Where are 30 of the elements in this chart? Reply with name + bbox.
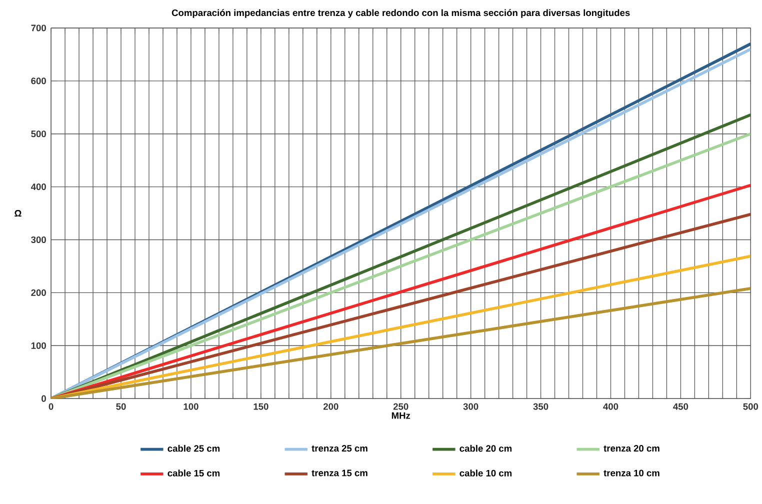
x-tick-label: 350 — [533, 403, 548, 410]
y-axis-title: Ω — [14, 210, 22, 217]
y-tick-label: 500 — [31, 130, 46, 138]
legend-label: trenza 15 cm — [312, 470, 368, 476]
y-tick-label: 300 — [31, 236, 46, 244]
x-tick-label: 200 — [323, 403, 338, 410]
y-tick-label: 200 — [31, 290, 46, 296]
x-tick-label: 450 — [673, 403, 688, 410]
x-tick-label: 100 — [184, 403, 198, 410]
x-axis-title: MHz — [392, 412, 410, 419]
y-tick-label: 400 — [30, 184, 46, 190]
y-tick-label: 100 — [31, 342, 46, 350]
legend-label: cable 25 cm — [168, 445, 220, 452]
x-tick-label: 250 — [393, 403, 408, 410]
x-tick-label: 300 — [463, 403, 478, 410]
x-tick-label: 50 — [116, 403, 126, 410]
x-tick-label: 400 — [603, 403, 618, 410]
chart-title: Comparación impedancias entre trenza y cable redondo con la misma sección para diversas longitudes — [172, 9, 630, 18]
x-tick-label: 500 — [743, 403, 758, 410]
legend-label: cable 10 cm — [460, 470, 512, 477]
x-tick-label: 150 — [254, 403, 268, 410]
y-tick-label: 600 — [31, 78, 46, 84]
x-tick-label: 0 — [48, 403, 54, 410]
y-tick-label: 700 — [31, 24, 46, 32]
y-tick-label: 0 — [42, 395, 46, 402]
legend-label: trenza 25 cm — [312, 445, 368, 452]
legend-label: trenza 10 cm — [604, 470, 660, 476]
legend-label: cable 15 cm — [168, 470, 220, 477]
legend-label: trenza 20 cm — [604, 445, 660, 452]
legend-label: cable 20 cm — [460, 445, 512, 452]
